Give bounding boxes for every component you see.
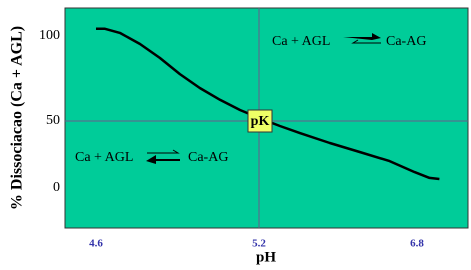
annotation: Ca + AGL xyxy=(272,34,330,49)
pk-box xyxy=(247,109,273,133)
annotation: Ca-AG xyxy=(386,34,426,49)
x-axis-label: pH xyxy=(256,249,276,265)
x-tick-label: 6.8 xyxy=(410,238,424,250)
annotation: pK xyxy=(251,114,270,129)
equilibrium-arrows xyxy=(343,33,381,44)
annotation: Ca + AGL xyxy=(75,150,133,165)
x-tick-label: 5.2 xyxy=(252,238,266,250)
y-tick-label: 50 xyxy=(46,113,60,128)
annotation: Ca-AG xyxy=(188,150,228,165)
x-tick-label: 4.6 xyxy=(89,238,103,250)
y-tick-label: 0 xyxy=(53,180,60,195)
y-axis-label: % Dissociacao (Ca + AGL) xyxy=(9,26,26,210)
equilibrium-arrows xyxy=(146,149,180,164)
y-tick-label: 100 xyxy=(39,28,60,43)
